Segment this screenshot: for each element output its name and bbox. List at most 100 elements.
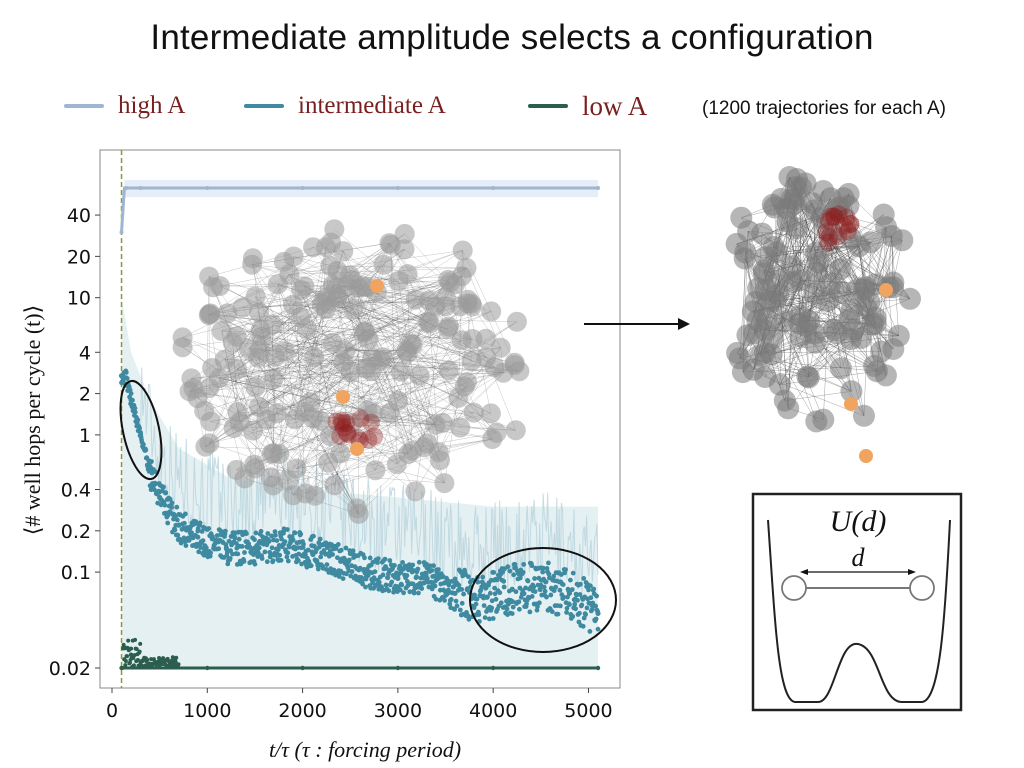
series-intermediate-point [411,590,417,596]
series-intermediate-point [400,560,405,565]
network-node [242,248,263,269]
network-node [840,380,863,403]
network-node [842,318,865,341]
series-intermediate-point [537,600,542,606]
series-intermediate-point [521,562,527,567]
network-node [874,364,897,387]
network-node-selected [331,427,350,446]
series-intermediate-point [398,570,404,575]
network-node-selected [359,430,378,449]
series-low-point [128,652,134,657]
series-intermediate-point [273,532,278,538]
series-intermediate-point [595,626,601,632]
series-intermediate-point [568,577,573,583]
series-intermediate-point [195,534,201,540]
series-intermediate-point [232,535,238,541]
network-node [755,306,778,329]
series-intermediate-point [275,547,281,552]
series-intermediate-point [183,511,188,517]
series-intermediate-point [203,545,209,551]
network-node [452,240,473,261]
network-node [405,289,426,310]
network-node [245,458,266,479]
noise-traces [140,367,599,596]
series-intermediate-point [466,616,472,622]
series-intermediate-point [447,601,453,607]
series-intermediate-point [141,442,146,447]
series-intermediate-point [372,569,378,575]
network-node [438,360,459,381]
network-node [227,402,248,422]
network-node [342,412,363,433]
series-intermediate-point [517,606,522,612]
series-intermediate-point [570,614,576,619]
series-low-point [121,642,126,647]
series-intermediate-point [529,594,535,599]
network-node-highlight [879,283,893,297]
series-high-point [491,186,496,190]
series-intermediate-point [521,591,527,597]
series-intermediate-point [128,391,134,396]
series-intermediate-point [577,610,582,616]
series-intermediate-point [572,601,578,607]
network-node [263,369,284,390]
network-node-selected [348,429,367,448]
series-intermediate-point [452,576,458,582]
series-intermediate-point [535,604,540,609]
series-intermediate-point [174,504,180,510]
distance-arrowhead-right-icon [908,569,916,575]
particle-right [909,575,935,601]
series-intermediate-point [459,587,465,592]
series-intermediate-point [280,541,287,547]
network-node [801,192,824,215]
x-axis-ticks: 0 1000 2000 3000 4000 5000 [106,688,613,722]
series-intermediate-point [580,623,586,629]
series-intermediate-point [324,562,330,567]
series-intermediate-point [449,579,455,584]
series-intermediate-point [540,569,546,575]
series-intermediate-point [534,607,540,613]
series-intermediate-point [189,530,195,536]
network-node [777,397,800,420]
network-node [261,443,282,464]
series-intermediate-point [591,586,597,592]
series-intermediate-point [197,520,203,526]
series-intermediate-point [153,481,159,487]
network-node-selected [338,423,357,442]
series-intermediate-point [490,616,496,621]
network-node [726,341,749,364]
network-node [434,473,455,494]
network-node [797,366,820,389]
series-intermediate-point [239,544,245,549]
network-node [829,357,852,380]
network-node [806,262,829,285]
series-intermediate-point [560,582,566,587]
series-intermediate-point [308,563,314,569]
series-intermediate-point [198,545,204,550]
network-node [320,426,340,447]
series-intermediate-point [350,548,356,554]
series-intermediate-point [357,565,363,571]
series-intermediate-point [445,578,451,583]
network-node [394,223,415,244]
page-title: Intermediate amplitude selects a configu… [150,18,874,57]
legend-swatch-low [528,104,568,108]
series-low-point [119,665,124,671]
series-intermediate-point [543,579,549,585]
network-node [405,481,426,502]
series-intermediate-point [264,559,270,565]
series-intermediate-point [457,607,463,613]
series-intermediate-point [452,590,458,596]
series-intermediate-point [284,527,290,532]
series-intermediate-point [561,594,567,600]
series-intermediate-point [172,527,178,533]
series-intermediate-point [175,532,181,538]
network-node [343,299,364,319]
series-intermediate-point [579,602,585,608]
network-node [348,503,369,524]
network-node [445,274,465,295]
network-node [226,459,247,480]
series-intermediate-point [376,579,382,585]
series-intermediate-point [186,537,192,543]
series-low-point [173,659,178,664]
